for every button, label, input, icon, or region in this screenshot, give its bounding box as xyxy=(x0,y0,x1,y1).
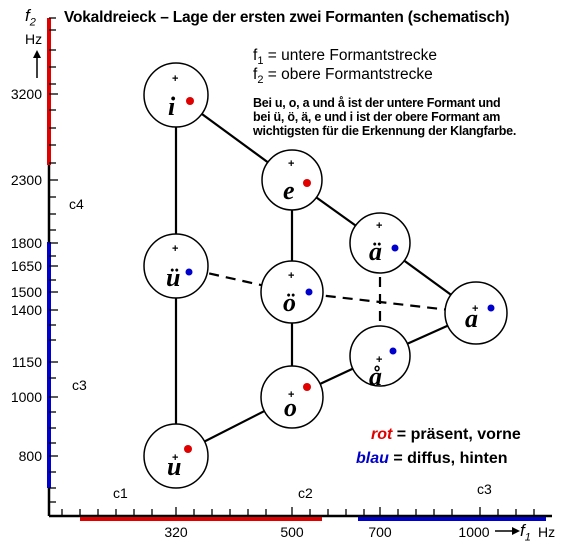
vowel-circle-oe xyxy=(260,260,324,324)
y-tick-label: 1650 xyxy=(10,258,42,274)
vowel-circles xyxy=(143,62,508,489)
dot-aa xyxy=(389,347,397,355)
y-tick-label: 1150 xyxy=(11,354,42,370)
dot-ue xyxy=(185,268,193,276)
dashed-edges xyxy=(175,243,477,356)
y-note-c3: c3 xyxy=(72,377,87,393)
x-axis-symbol: f1 xyxy=(520,521,531,544)
y-axis-ticks xyxy=(49,17,58,503)
vowel-circle-a xyxy=(444,281,508,345)
vowel-label-ae: ä xyxy=(369,237,382,266)
explanation-line: Bei u, o, a und å ist der untere Formant… xyxy=(253,96,501,110)
x-note-c1: c1 xyxy=(113,485,128,501)
y-tick-label: 800 xyxy=(18,448,42,464)
svg-text:+: + xyxy=(376,354,382,366)
vowel-circle-e xyxy=(261,149,323,211)
vowel-label-a: a xyxy=(465,304,478,333)
x-tick-label: 320 xyxy=(164,524,188,540)
svg-text:+: + xyxy=(288,270,294,282)
svg-text:+: + xyxy=(472,303,478,315)
x-tick-label: 700 xyxy=(368,524,392,540)
svg-text:+: + xyxy=(376,220,382,232)
legend-blue: blau = diffus, hinten xyxy=(356,450,508,467)
x-tick-label: 1000 xyxy=(458,524,490,540)
y-axis-unit: Hz xyxy=(25,31,43,47)
x-axis-ticks xyxy=(61,507,535,516)
y-arrowhead-icon xyxy=(33,50,41,58)
y-tick-label: 1000 xyxy=(10,389,42,405)
dot-a xyxy=(487,304,495,312)
dot-oe xyxy=(305,288,313,296)
legend-red: rot = präsent, vorne xyxy=(371,426,521,443)
definition-f1: f1 = untere Formantstrecke xyxy=(253,47,438,68)
svg-text:+: + xyxy=(288,158,294,170)
triangle-edges xyxy=(174,94,477,457)
x-arrowhead-icon xyxy=(512,527,520,535)
dot-o xyxy=(303,383,311,391)
plus-marks: + + + + + + + + + xyxy=(172,73,478,464)
vowel-label-aa: å xyxy=(369,362,382,391)
svg-text:+: + xyxy=(172,452,178,464)
page-title: Vokaldreieck – Lage der ersten zwei Form… xyxy=(64,9,510,26)
dot-i xyxy=(186,97,194,105)
vowel-label-oe: ö xyxy=(283,288,296,317)
vowel-circle-aa xyxy=(349,325,411,387)
vowel-label-u: u xyxy=(167,452,182,481)
y-tick-label: 1500 xyxy=(10,284,42,300)
x-axis-unit: Hz xyxy=(538,524,556,540)
vowel-label-i: i xyxy=(168,92,176,121)
svg-text:+: + xyxy=(172,73,178,85)
y-tick-label: 3200 xyxy=(10,86,42,102)
vowel-circle-i xyxy=(143,62,209,128)
y-tick-label: 1800 xyxy=(10,235,42,251)
dot-ae xyxy=(391,244,399,252)
vowel-circle-u xyxy=(143,423,209,489)
vowel-label-o: o xyxy=(284,393,297,422)
y-tick-label: 2300 xyxy=(10,172,42,188)
explanation-line: wichtigsten für die Erkennung der Klangf… xyxy=(253,124,517,138)
x-tick-label: 500 xyxy=(280,524,304,540)
svg-text:+: + xyxy=(288,389,294,401)
vowel-circle-o xyxy=(260,365,324,429)
explanation-line: bei ü, ö, ä, e und i ist der obere Forma… xyxy=(253,110,501,124)
vowel-circle-ue xyxy=(143,233,209,299)
dot-e xyxy=(303,179,311,187)
y-tick-label: 1400 xyxy=(10,302,42,318)
vowel-label-e: e xyxy=(283,176,295,205)
definition-f2: f2 = obere Formantstrecke xyxy=(253,66,433,87)
svg-text:+: + xyxy=(172,243,178,255)
vowel-dots xyxy=(184,97,495,453)
x-note-c3: c3 xyxy=(477,481,492,497)
y-note-c4: c4 xyxy=(69,196,84,212)
dot-u xyxy=(184,445,192,453)
y-axis-symbol: f2 xyxy=(25,6,36,29)
x-note-c2: c2 xyxy=(298,485,313,501)
vowel-circle-ae xyxy=(349,212,411,274)
vowel-label-ue: ü xyxy=(166,263,181,292)
